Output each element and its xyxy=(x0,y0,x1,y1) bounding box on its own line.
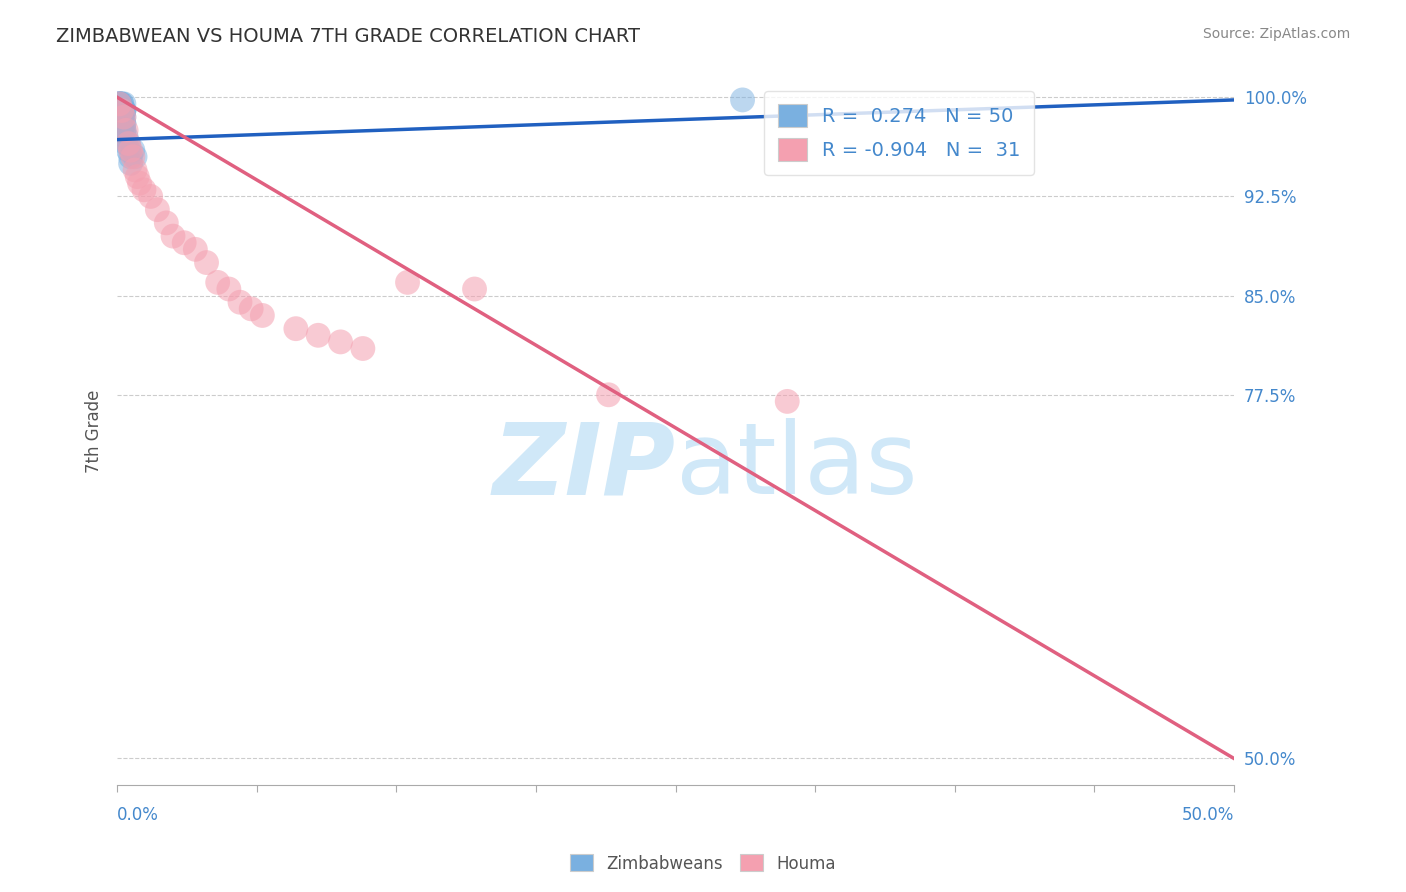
Point xyxy=(146,202,169,217)
Point xyxy=(111,110,134,124)
Legend: Zimbabweans, Houma: Zimbabweans, Houma xyxy=(564,847,842,880)
Point xyxy=(111,110,134,124)
Point xyxy=(207,276,229,290)
Point xyxy=(108,96,131,111)
Text: 0.0%: 0.0% xyxy=(117,806,159,824)
Point xyxy=(731,93,754,107)
Point xyxy=(240,301,263,316)
Point xyxy=(329,334,352,349)
Point xyxy=(155,216,177,230)
Point xyxy=(111,110,134,124)
Point xyxy=(352,342,374,356)
Point xyxy=(108,117,131,131)
Point xyxy=(111,110,134,124)
Point xyxy=(111,110,134,124)
Legend: R =  0.274   N = 50, R = -0.904   N =  31: R = 0.274 N = 50, R = -0.904 N = 31 xyxy=(763,91,1035,175)
Point xyxy=(127,169,149,184)
Point xyxy=(112,103,135,118)
Point xyxy=(108,110,131,124)
Point xyxy=(111,123,134,137)
Point xyxy=(108,96,131,111)
Point xyxy=(128,176,150,190)
Point xyxy=(121,150,143,164)
Point xyxy=(124,163,146,178)
Text: atlas: atlas xyxy=(675,418,917,515)
Point xyxy=(112,103,135,118)
Point xyxy=(111,110,134,124)
Point xyxy=(108,103,131,118)
Text: 50.0%: 50.0% xyxy=(1181,806,1234,824)
Point xyxy=(115,123,138,137)
Point xyxy=(111,103,134,118)
Point xyxy=(396,276,419,290)
Point xyxy=(252,309,274,323)
Point xyxy=(108,96,131,111)
Point xyxy=(111,110,134,124)
Point xyxy=(117,136,139,151)
Point xyxy=(117,136,139,151)
Point xyxy=(111,123,134,137)
Point xyxy=(108,96,131,111)
Point xyxy=(120,150,142,164)
Point xyxy=(115,130,138,145)
Text: ZIMBABWEAN VS HOUMA 7TH GRADE CORRELATION CHART: ZIMBABWEAN VS HOUMA 7TH GRADE CORRELATIO… xyxy=(56,27,640,45)
Point xyxy=(108,96,131,111)
Point xyxy=(117,143,139,157)
Point xyxy=(111,103,134,118)
Point xyxy=(108,123,131,137)
Point xyxy=(112,110,135,124)
Point xyxy=(108,103,131,118)
Point xyxy=(111,123,134,137)
Point xyxy=(184,243,207,257)
Point xyxy=(120,143,142,157)
Point xyxy=(173,235,195,250)
Point xyxy=(112,117,135,131)
Point xyxy=(124,150,146,164)
Point xyxy=(108,110,131,124)
Point xyxy=(108,110,131,124)
Y-axis label: 7th Grade: 7th Grade xyxy=(86,390,103,473)
Point xyxy=(108,123,131,137)
Point xyxy=(284,321,307,335)
Point xyxy=(120,156,142,170)
Point xyxy=(112,96,135,111)
Point xyxy=(464,282,486,296)
Point xyxy=(112,117,135,131)
Point xyxy=(112,123,135,137)
Point xyxy=(776,394,799,409)
Point xyxy=(108,103,131,118)
Point xyxy=(132,183,155,197)
Point xyxy=(307,328,329,343)
Point xyxy=(112,103,135,118)
Point xyxy=(218,282,240,296)
Point xyxy=(111,103,134,118)
Point xyxy=(108,103,131,118)
Point xyxy=(111,96,134,111)
Point xyxy=(108,123,131,137)
Point xyxy=(139,189,162,203)
Point xyxy=(598,388,620,402)
Point xyxy=(195,255,218,269)
Point xyxy=(108,96,131,111)
Point xyxy=(162,229,184,244)
Text: Source: ZipAtlas.com: Source: ZipAtlas.com xyxy=(1202,27,1350,41)
Point xyxy=(112,123,135,137)
Point xyxy=(121,143,143,157)
Point xyxy=(111,123,134,137)
Point xyxy=(229,295,252,310)
Text: ZIP: ZIP xyxy=(492,418,675,515)
Point xyxy=(112,110,135,124)
Point xyxy=(115,136,138,151)
Point xyxy=(111,96,134,111)
Point xyxy=(108,103,131,118)
